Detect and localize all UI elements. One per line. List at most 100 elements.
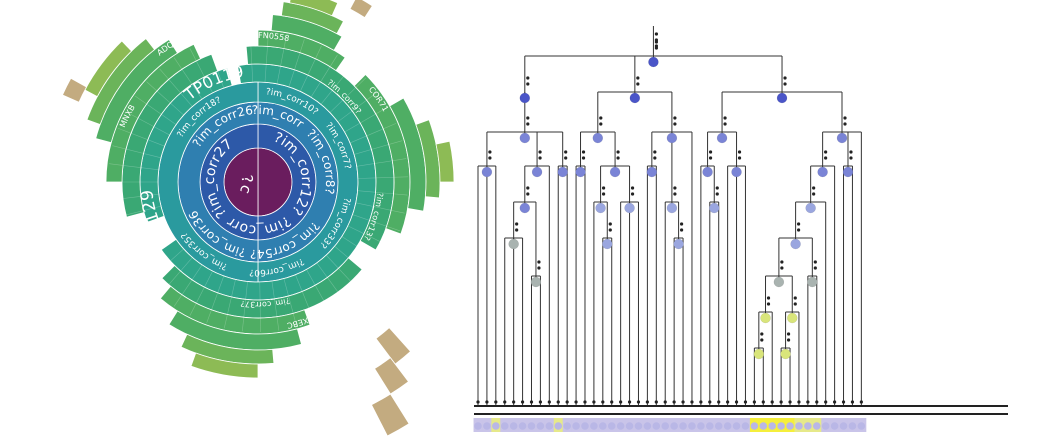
- leaf-node: [545, 422, 554, 430]
- sunburst-divider: [271, 280, 280, 331]
- edge-marker: [636, 76, 640, 80]
- tree-node: [780, 348, 791, 360]
- edge-marker: [797, 400, 801, 404]
- edge-marker: [574, 400, 578, 404]
- edge-marker: [766, 296, 771, 300]
- edge-marker: [859, 400, 863, 404]
- tree-node: [805, 202, 816, 214]
- sunburst-divider: [349, 123, 397, 144]
- edge-marker: [812, 192, 816, 196]
- edge-marker: [734, 400, 739, 404]
- sunburst-segment: [435, 140, 455, 183]
- leaf-node: [581, 422, 589, 430]
- edge-marker: [715, 192, 719, 196]
- edge-marker: [797, 222, 801, 226]
- sunburst-divider: [264, 32, 269, 83]
- edge-marker: [679, 228, 684, 232]
- tree-node: [709, 202, 720, 214]
- sunburst-divider: [334, 246, 374, 279]
- edge-marker: [737, 150, 742, 154]
- sunburst-divider: [259, 281, 261, 332]
- tree-node: [646, 166, 658, 178]
- sunburst-divider: [357, 176, 408, 179]
- sunburst-segment: [289, 0, 339, 17]
- tree-node: [836, 132, 848, 144]
- leaf-node: [714, 422, 723, 430]
- sunburst-divider: [316, 262, 347, 304]
- edge-marker: [654, 400, 658, 404]
- leaf-node: [768, 422, 777, 430]
- edge-marker: [599, 122, 603, 126]
- sunburst-tan-stub: [374, 357, 410, 395]
- edge-marker: [538, 400, 543, 404]
- edge-marker: [526, 186, 530, 190]
- sunburst-segment: [245, 45, 395, 251]
- sunburst-segment: [415, 119, 441, 199]
- edge-marker: [538, 156, 542, 160]
- sunburst-divider: [109, 193, 159, 201]
- leaf-node: [492, 422, 500, 430]
- edge-marker: [708, 400, 712, 404]
- tree-node: [716, 132, 728, 144]
- edge-marker: [601, 400, 605, 404]
- sunburst-divider: [242, 281, 248, 332]
- leaf-node: [688, 422, 696, 430]
- sunburst-divider: [125, 111, 170, 136]
- edge-marker: [813, 266, 817, 270]
- leaf-node: [777, 422, 785, 430]
- sunburst-divider: [320, 65, 353, 105]
- leaf-node: [821, 422, 830, 430]
- edge-marker: [673, 122, 677, 126]
- sunburst-divider: [159, 68, 193, 107]
- leaf-node: [830, 422, 839, 430]
- edge-marker: [813, 260, 817, 264]
- leaf-node: [679, 422, 687, 430]
- edge-marker: [708, 150, 713, 154]
- outer-label-text: FN0558: [258, 31, 290, 43]
- edge-marker: [766, 302, 771, 306]
- tree-node: [731, 166, 742, 178]
- sunburst-divider: [189, 48, 213, 94]
- edge-marker: [743, 400, 748, 404]
- edge-marker: [581, 150, 586, 154]
- edge-marker: [503, 400, 507, 404]
- tree-node: [629, 92, 641, 104]
- sunburst-divider: [295, 274, 315, 322]
- edge-marker: [726, 400, 730, 404]
- edge-marker: [653, 150, 657, 154]
- sunburst-divider: [146, 81, 184, 116]
- sunburst-divider: [223, 279, 236, 329]
- sunburst-tan-stub: [349, 0, 373, 19]
- sunburst-divider: [125, 228, 170, 253]
- leaf-node: [812, 422, 821, 430]
- edge-marker: [608, 222, 612, 226]
- edge-marker: [616, 150, 620, 154]
- edge-marker: [760, 332, 764, 336]
- tree-node: [787, 312, 798, 324]
- edge-marker: [843, 122, 847, 126]
- sunburst-divider: [117, 217, 165, 237]
- sunburst-divider: [112, 205, 162, 219]
- edge-marker: [494, 400, 498, 404]
- edge-marker: [654, 32, 659, 36]
- leaf-node: [697, 422, 705, 430]
- sunburst-divider: [344, 106, 389, 133]
- tree-node: [753, 348, 765, 360]
- edge-marker: [793, 296, 797, 300]
- edge-marker: [717, 400, 721, 404]
- edge-marker: [673, 186, 677, 190]
- tree-node: [807, 276, 818, 288]
- edge-marker: [526, 122, 530, 126]
- edge-marker: [537, 266, 541, 270]
- tree-node: [530, 276, 542, 288]
- edge-marker: [779, 400, 783, 404]
- tree-node: [817, 166, 828, 178]
- leaf-node: [527, 422, 536, 430]
- edge-marker: [630, 186, 635, 190]
- tree-node: [602, 238, 613, 250]
- edge-marker: [488, 150, 492, 154]
- leaf-node: [652, 422, 661, 430]
- edge-marker: [793, 302, 797, 306]
- edge-marker: [797, 228, 801, 232]
